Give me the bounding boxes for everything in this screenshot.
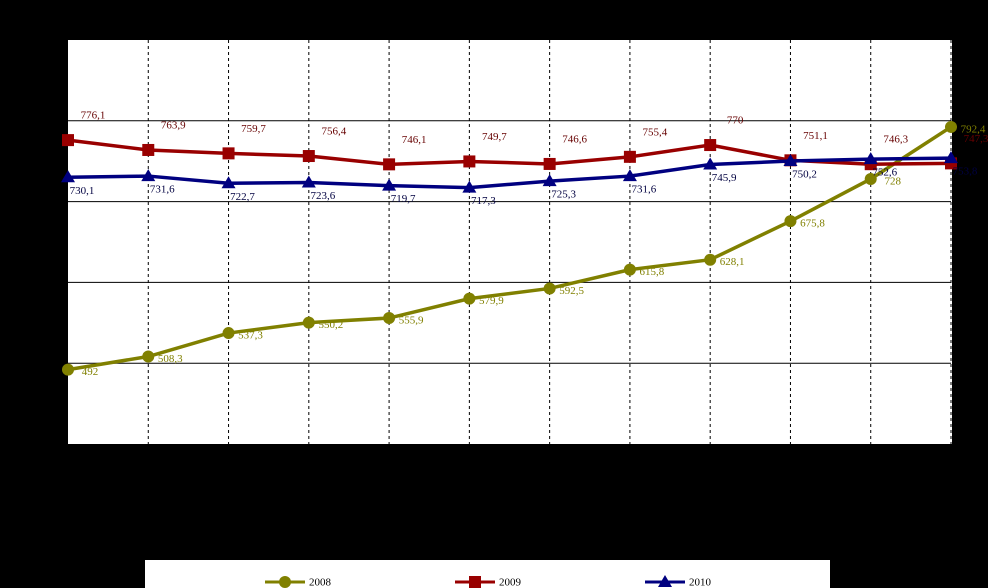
data-label: 763,9 — [161, 120, 186, 132]
series-line — [67, 125, 952, 372]
data-label: 731,6 — [632, 184, 657, 196]
point — [221, 176, 236, 189]
data-label: 555,9 — [399, 315, 424, 327]
point — [469, 576, 481, 588]
legend-label: 2009 — [499, 577, 522, 588]
data-label: 730,1 — [70, 185, 95, 197]
legend-label: 2008 — [309, 577, 332, 588]
point — [783, 154, 798, 167]
data-label: 751,1 — [803, 130, 828, 142]
point — [62, 363, 74, 376]
data-label: 746,6 — [562, 133, 587, 145]
point — [142, 350, 155, 363]
data-label: 745,9 — [712, 172, 737, 184]
point — [543, 157, 556, 170]
data-label: 537,3 — [238, 330, 263, 342]
point — [222, 147, 235, 160]
data-label: 508,3 — [158, 353, 183, 365]
data-label: 756,4 — [321, 126, 346, 138]
data-label: 747,3 — [964, 133, 988, 145]
data-label: 579,9 — [479, 295, 504, 307]
data-label: 776,1 — [81, 110, 106, 122]
point — [863, 152, 878, 165]
point — [623, 263, 636, 276]
point — [302, 150, 315, 163]
point — [301, 175, 316, 188]
data-label: 492 — [82, 366, 99, 378]
point — [462, 180, 477, 193]
data-label: 750,2 — [792, 169, 817, 181]
data-label: 550,2 — [318, 319, 343, 331]
point — [542, 174, 557, 187]
point — [383, 158, 396, 171]
point — [543, 282, 556, 295]
data-label: 592,5 — [559, 285, 584, 297]
point — [622, 169, 637, 182]
data-label: 728 — [884, 176, 901, 188]
data-label: 749,7 — [482, 131, 507, 143]
data-label: 746,1 — [402, 134, 427, 146]
point — [302, 316, 315, 329]
data-label: 722,7 — [230, 191, 255, 203]
data-label: 675,8 — [800, 218, 825, 230]
point — [279, 576, 291, 588]
point — [704, 139, 717, 152]
point — [784, 215, 797, 228]
point — [61, 170, 75, 183]
data-label: 755,4 — [643, 126, 668, 138]
point — [703, 157, 718, 170]
data-label: 752,6 — [872, 167, 897, 179]
point — [382, 178, 397, 191]
data-label: 770 — [727, 115, 744, 127]
point — [142, 143, 155, 156]
point — [222, 327, 235, 340]
data-label: 615,8 — [640, 266, 665, 278]
data-label: 746,3 — [883, 134, 908, 146]
data-label: 753,8 — [953, 166, 978, 178]
data-label: 719,7 — [391, 193, 416, 205]
series-line — [67, 156, 952, 190]
point — [463, 292, 476, 305]
point — [864, 172, 877, 185]
data-label: 628,1 — [720, 256, 745, 268]
point — [141, 169, 156, 182]
data-label: 731,6 — [150, 184, 175, 196]
data-label: 723,6 — [310, 190, 335, 202]
point — [383, 312, 396, 325]
data-label: 792,4 — [961, 123, 986, 135]
data-label: 717,3 — [471, 195, 496, 207]
point — [623, 150, 636, 163]
data-label: 725,3 — [551, 189, 576, 201]
point — [944, 151, 958, 164]
data-label: 759,7 — [241, 123, 266, 135]
legend-box — [145, 560, 830, 588]
legend-label: 2010 — [689, 577, 712, 588]
point — [658, 575, 672, 587]
point — [704, 253, 717, 266]
point — [945, 120, 957, 133]
point — [463, 155, 476, 168]
plot-area — [68, 40, 952, 444]
point — [62, 134, 74, 147]
